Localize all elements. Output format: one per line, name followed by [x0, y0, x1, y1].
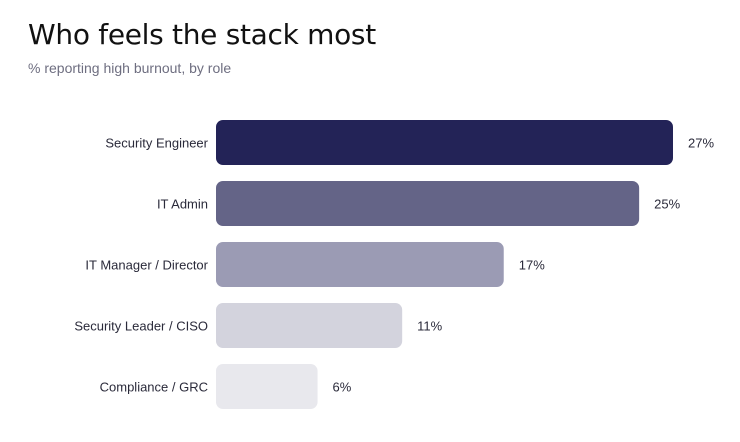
category-label: IT Manager / Director [85, 258, 208, 273]
chart-subtitle: % reporting high burnout, by role [28, 60, 232, 76]
value-label: 17% [519, 258, 545, 273]
category-label: IT Admin [157, 197, 208, 212]
bar [216, 181, 640, 226]
value-label: 6% [333, 380, 352, 395]
bar [216, 242, 504, 287]
value-label: 27% [688, 136, 714, 151]
category-label: Compliance / GRC [100, 380, 208, 395]
chart-title: Who feels the stack most [28, 18, 376, 51]
bar [216, 364, 318, 409]
value-label: 11% [417, 319, 442, 334]
category-label: Security Leader / CISO [74, 319, 208, 334]
category-label: Security Engineer [105, 136, 208, 151]
bar [216, 303, 403, 348]
value-label: 25% [654, 197, 680, 212]
bar [216, 120, 673, 165]
